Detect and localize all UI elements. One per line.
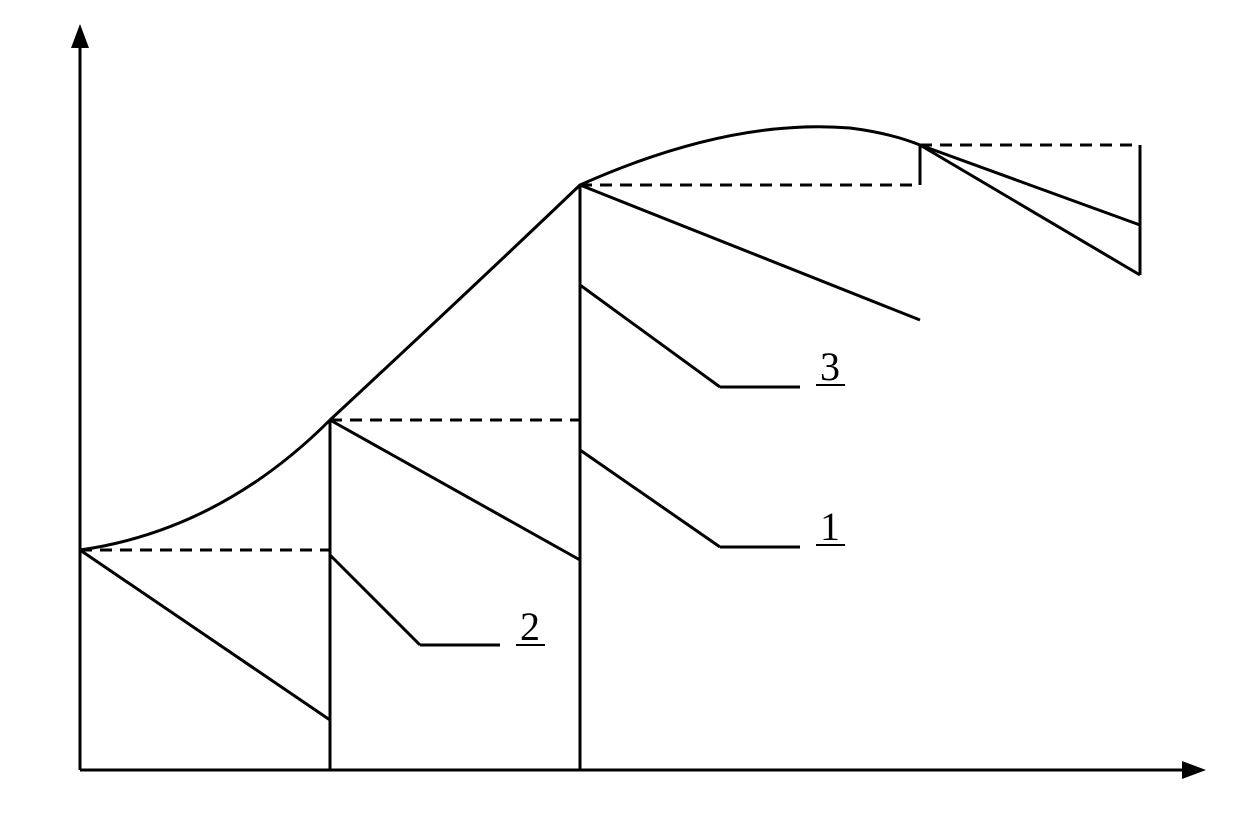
x-axis-arrow — [1182, 761, 1206, 779]
label-2: 2 — [520, 604, 540, 649]
leader-diag-2 — [580, 285, 720, 387]
y-axis-arrow — [71, 24, 89, 48]
diagonal-line-0 — [80, 550, 330, 720]
diagonal-line-3b — [920, 145, 1140, 275]
main-curve — [80, 127, 920, 550]
diagram-canvas: 2 1 3 — [0, 0, 1240, 828]
leader-diag-0 — [330, 555, 420, 645]
label-1: 1 — [820, 504, 840, 549]
diagonal-line-2 — [580, 185, 920, 320]
leader-diag-1 — [580, 450, 720, 547]
label-3: 3 — [820, 344, 840, 389]
diagonal-line-3a — [920, 145, 1140, 225]
diagonal-line-1 — [330, 420, 580, 560]
